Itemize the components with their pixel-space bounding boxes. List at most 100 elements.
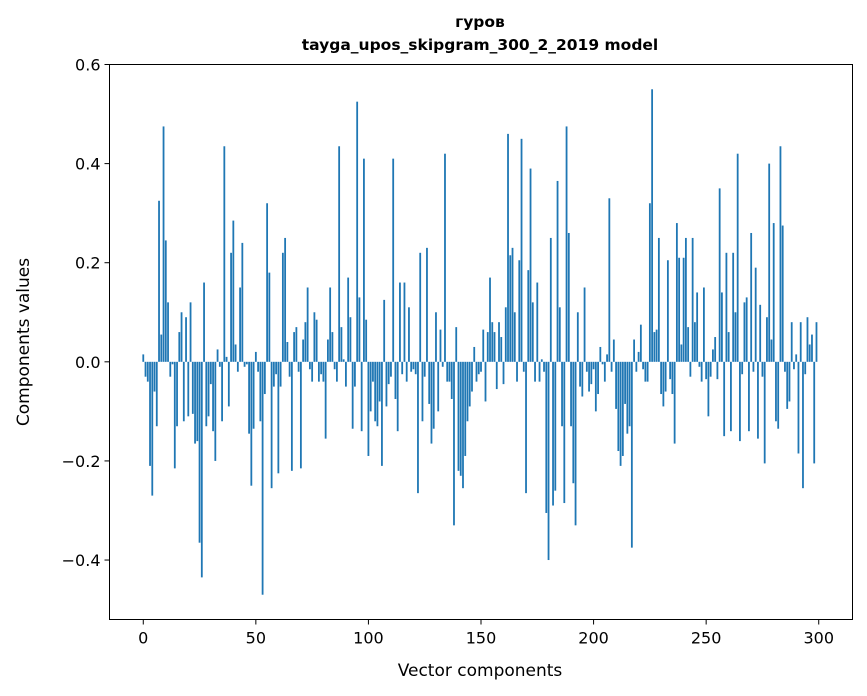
bar-145 (468, 361, 471, 407)
bar-240 (682, 257, 685, 362)
bar-280 (772, 223, 775, 362)
plot-frame (109, 64, 853, 620)
bar-276 (763, 361, 766, 464)
bar-288 (790, 322, 793, 362)
bar-66 (290, 361, 293, 471)
chart-subtitle: tayga_upos_skipgram_300_2_2019 model (302, 36, 659, 54)
bar-289 (793, 361, 795, 370)
bar-164 (511, 247, 514, 362)
bar-48 (250, 361, 253, 486)
bar-38 (227, 361, 230, 407)
bar-141 (459, 361, 462, 476)
bar-188 (565, 126, 568, 362)
bar-172 (529, 168, 532, 362)
bar-33 (216, 349, 219, 362)
bar-216 (628, 361, 631, 427)
bar-104 (376, 361, 379, 427)
x-axis-ticks: 0 50 100 150 200 250 300 (138, 619, 834, 648)
bar-76 (313, 312, 316, 362)
bar-123 (419, 252, 422, 362)
bar-134 (444, 153, 446, 362)
bar-255 (716, 361, 719, 380)
bar-40 (232, 220, 235, 362)
bar-277 (766, 317, 768, 362)
bar-222 (642, 361, 645, 370)
bar-135 (446, 361, 449, 382)
bar-151 (482, 329, 485, 362)
bar-221 (639, 324, 642, 362)
bar-90 (345, 361, 347, 387)
bar-265 (739, 361, 741, 442)
bar-122 (417, 361, 419, 494)
bar-124 (421, 361, 424, 422)
bar-238 (678, 257, 681, 362)
bar-130 (435, 312, 437, 362)
bar-16 (178, 332, 181, 362)
bar-243 (689, 361, 692, 377)
bar-253 (712, 349, 714, 362)
bar-212 (619, 361, 622, 466)
bar-144 (466, 361, 469, 422)
bar-83 (329, 287, 332, 362)
bar-184 (556, 180, 559, 362)
bar-177 (540, 359, 543, 362)
bar-32 (214, 361, 217, 461)
y-axis-ticks: −0.4 −0.2 0.0 0.2 0.4 0.6 (62, 56, 110, 570)
bar-8 (160, 334, 163, 362)
bar-114 (399, 282, 401, 362)
bar-200 (592, 361, 595, 370)
bar-91 (347, 277, 350, 362)
bar-119 (410, 361, 413, 372)
bar-37 (225, 356, 228, 362)
bar-140 (457, 361, 460, 471)
bar-80 (322, 361, 325, 382)
bar-286 (786, 361, 789, 409)
bar-11 (167, 302, 169, 362)
bar-232 (664, 361, 667, 392)
bar-65 (288, 361, 291, 377)
bar-196 (583, 287, 586, 362)
bar-96 (358, 297, 361, 362)
bar-71 (302, 339, 305, 362)
bar-181 (549, 237, 552, 362)
bar-98 (363, 158, 365, 362)
bar-199 (590, 361, 593, 385)
bar-160 (502, 361, 505, 385)
bar-58 (272, 361, 275, 387)
bar-99 (365, 319, 368, 362)
bar-252 (709, 361, 712, 377)
bar-258 (723, 361, 726, 437)
bar-251 (707, 361, 710, 417)
bar-257 (721, 292, 723, 362)
bar-192 (574, 361, 577, 526)
y-tick-label: −0.2 (62, 452, 101, 471)
bar-290 (795, 354, 798, 362)
bar-45 (243, 361, 246, 367)
bar-84 (331, 332, 334, 362)
x-tick-label: 150 (466, 629, 497, 648)
bar-9 (162, 126, 165, 362)
bar-204 (601, 361, 604, 365)
bar-36 (223, 146, 226, 362)
bar-153 (486, 332, 489, 362)
bar-296 (808, 344, 811, 362)
bar-46 (245, 361, 248, 365)
bar-157 (495, 361, 498, 390)
bar-51 (257, 361, 259, 372)
bar-161 (504, 307, 507, 362)
bar-230 (660, 361, 663, 395)
bar-168 (520, 138, 523, 362)
bar-13 (171, 361, 174, 365)
bar-89 (342, 359, 345, 362)
bar-142 (462, 361, 464, 489)
bar-178 (543, 361, 545, 372)
bar-85 (333, 361, 336, 370)
bar-126 (426, 247, 428, 362)
bar-169 (522, 361, 525, 372)
x-tick-label: 300 (803, 629, 834, 648)
bar-148 (475, 361, 478, 382)
bar-50 (254, 351, 257, 362)
bar-264 (736, 153, 739, 362)
bar-133 (441, 361, 444, 367)
bar-64 (286, 342, 289, 362)
